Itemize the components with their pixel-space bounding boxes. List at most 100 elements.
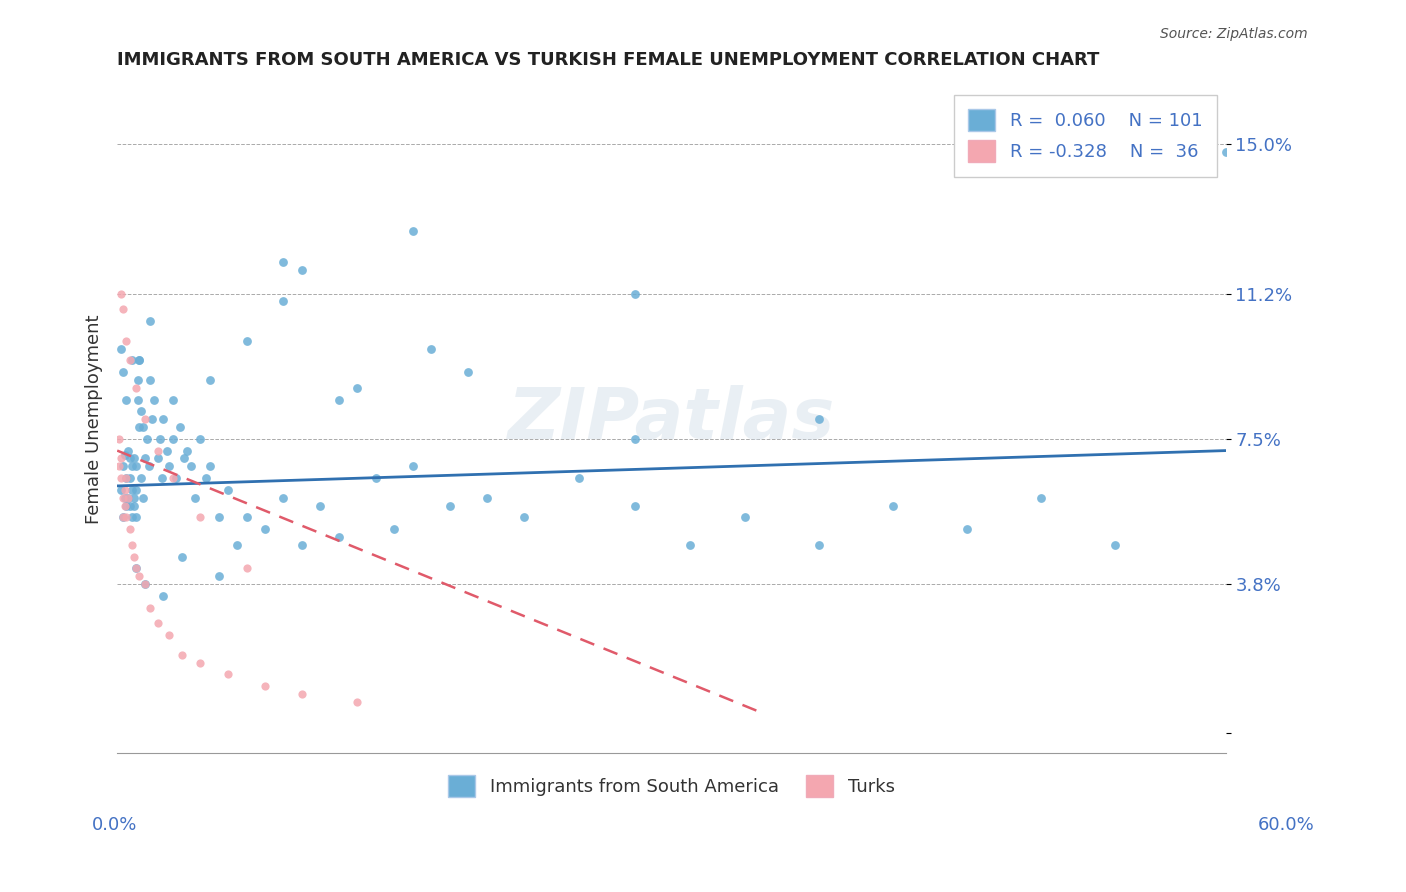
Point [114,448,136,462]
Point [364,471,387,485]
Point [124,483,146,497]
Point [475,491,498,505]
Point [146,451,169,466]
Point [253,679,276,693]
Point [120,522,142,536]
Point [420,342,443,356]
Point [129,404,152,418]
Point [679,538,702,552]
Point [111,510,134,524]
Point [111,510,134,524]
Point [114,499,136,513]
Point [117,491,139,505]
Point [956,522,979,536]
Point [291,263,314,277]
Point [217,483,239,497]
Point [273,491,295,505]
Point [226,538,249,552]
Point [134,577,156,591]
Point [114,491,136,505]
Point [402,224,425,238]
Point [128,420,150,434]
Point [568,471,591,485]
Point [122,451,145,466]
Point [176,443,198,458]
Point [115,334,138,348]
Point [128,353,150,368]
Point [111,459,134,474]
Point [122,499,145,513]
Point [111,491,134,505]
Point [115,510,138,524]
Point [188,510,211,524]
Point [188,432,211,446]
Point [170,648,193,662]
Point [120,451,142,466]
Point [117,491,139,505]
Point [120,471,142,485]
Point [180,459,202,474]
Point [328,530,350,544]
Point [117,443,139,458]
Point [346,381,368,395]
Point [121,353,143,368]
Point [623,432,645,446]
Point [115,471,138,485]
Point [162,432,184,446]
Point [173,451,195,466]
Point [122,491,145,505]
Point [124,561,146,575]
Point [623,286,645,301]
Point [121,483,143,497]
Point [439,499,461,513]
Point [128,569,150,583]
Point [134,412,156,426]
Point [198,373,221,387]
Point [734,510,756,524]
Point [382,522,405,536]
Point [512,510,534,524]
Point [115,471,138,485]
Point [184,491,207,505]
Point [121,459,143,474]
Point [402,459,425,474]
Point [139,600,162,615]
Point [146,616,169,631]
Point [162,392,184,407]
Point [808,412,831,426]
Point [124,381,146,395]
Point [139,314,162,328]
Y-axis label: Female Unemployment: Female Unemployment [86,315,103,524]
Point [235,561,257,575]
Text: 0.0%: 0.0% [91,816,136,834]
Point [110,451,132,466]
Text: 60.0%: 60.0% [1258,816,1315,834]
Point [124,459,146,474]
Point [208,569,231,583]
Point [108,432,131,446]
Point [115,499,138,513]
Point [157,459,180,474]
Point [291,687,314,701]
Point [146,443,169,458]
Point [139,373,162,387]
Point [138,459,160,474]
Point [132,420,155,434]
Point [170,549,193,564]
Point [128,353,150,368]
Point [120,499,142,513]
Point [152,412,174,426]
Point [194,471,217,485]
Point [115,392,138,407]
Point [623,499,645,513]
Point [253,522,276,536]
Point [1029,491,1052,505]
Point [110,286,132,301]
Point [169,420,191,434]
Point [122,549,145,564]
Point [124,510,146,524]
Point [108,459,131,474]
Point [110,342,132,356]
Point [135,432,157,446]
Point [808,538,831,552]
